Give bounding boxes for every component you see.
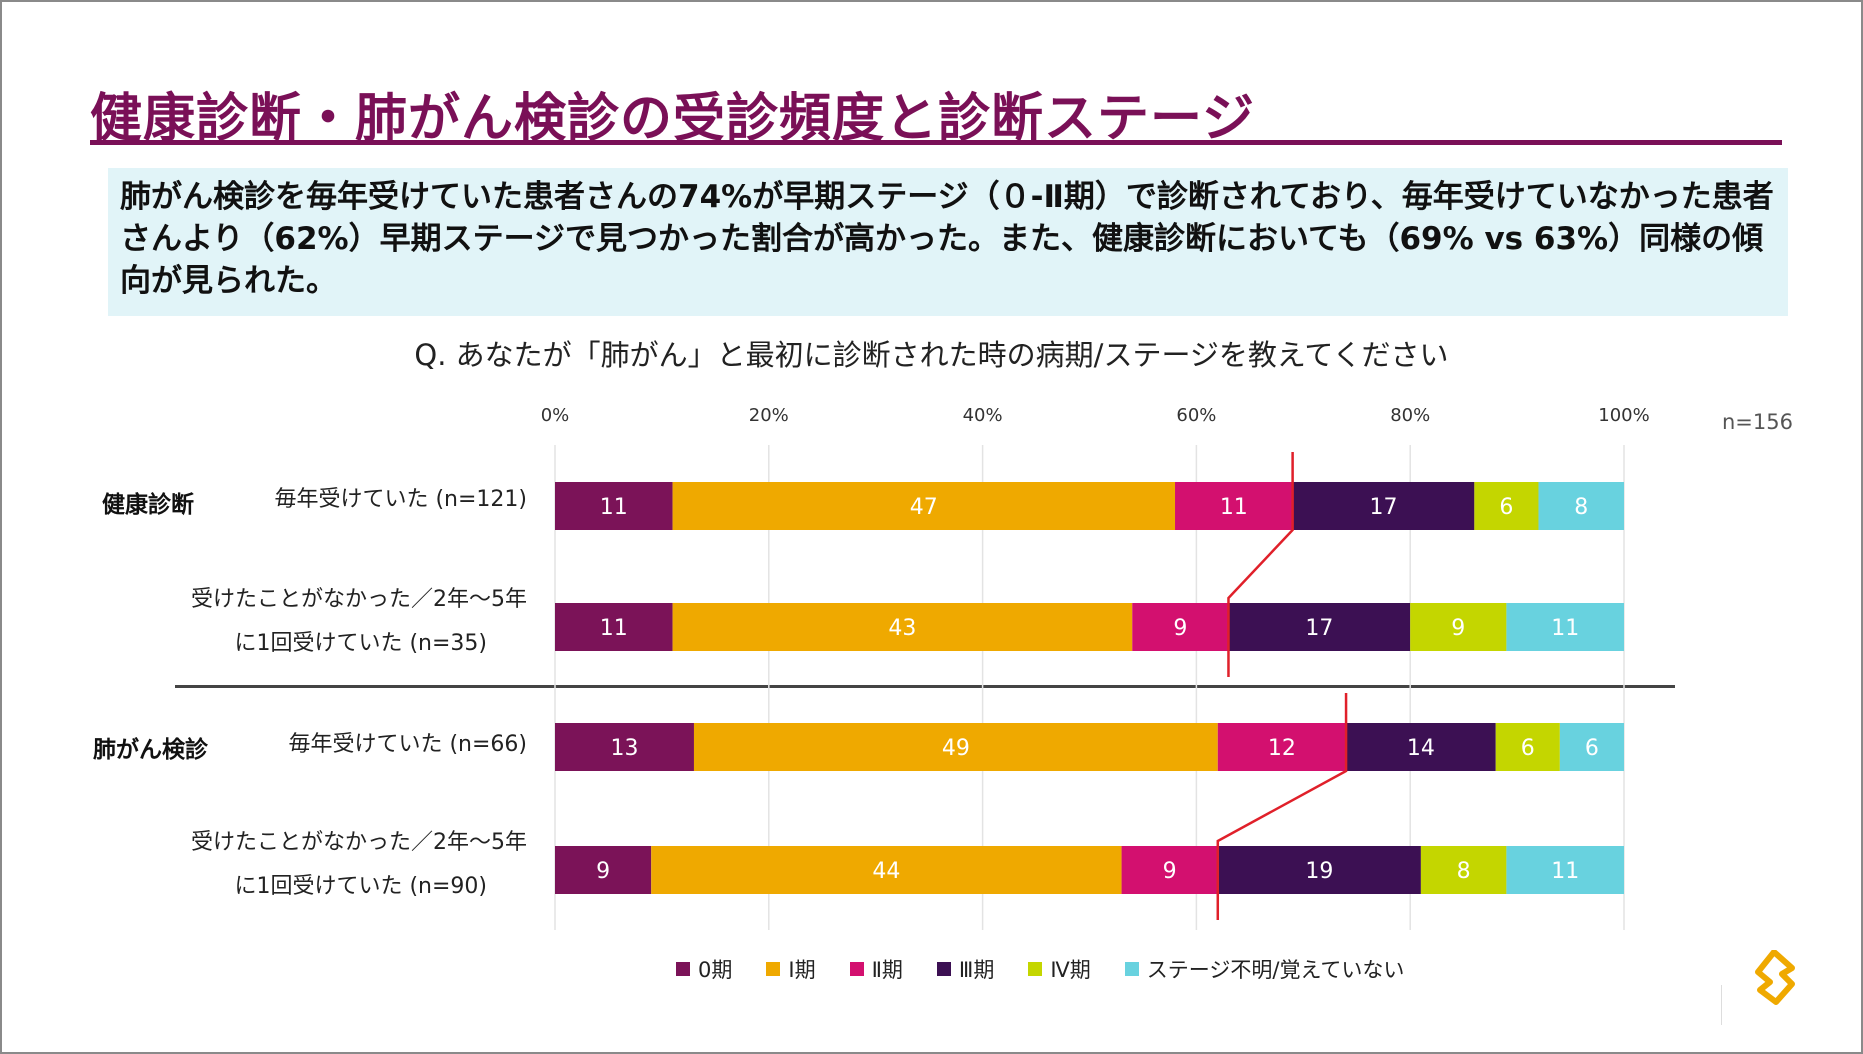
- data-label-r1-s3: 11: [1220, 495, 1248, 520]
- legend-label-6: ステージ不明/覚えていない: [1146, 958, 1405, 982]
- legend-label-2: Ⅰ期: [788, 958, 816, 982]
- bar-seg-r4-s3: [1121, 846, 1218, 894]
- row-label-4-line1: 受けたことがなかった／2年～5年: [191, 830, 527, 855]
- bar-seg-r3-s6: [1559, 723, 1624, 771]
- bar-seg-r4-s4: [1217, 846, 1421, 894]
- data-label-r4-s6: 11: [1551, 859, 1579, 884]
- data-label-r2-s1: 11: [600, 616, 628, 641]
- company-logo-icon: [1755, 950, 1795, 1005]
- bar-seg-r3-s3: [1217, 723, 1347, 771]
- bar-seg-r4-s6: [1506, 846, 1624, 894]
- data-label-r1-s6: 8: [1574, 495, 1588, 520]
- legend-label-1: 0期: [698, 958, 733, 982]
- legend-swatch-4: [936, 962, 951, 976]
- data-label-r1-s2: 47: [910, 495, 938, 520]
- data-label-r3-s5: 6: [1521, 736, 1535, 761]
- bar-seg-r2-s6: [1506, 603, 1624, 651]
- bar-seg-r4-s1: [555, 846, 652, 894]
- data-label-r3-s6: 6: [1585, 736, 1599, 761]
- legend-item-6: ステージ不明/覚えていない: [1124, 954, 1405, 984]
- legend-swatch-6: [1124, 962, 1139, 976]
- bar-seg-r1-s6: [1538, 482, 1624, 530]
- bar-seg-r2-s1: [555, 603, 673, 651]
- group-label-lung-screening: 肺がん検診: [93, 737, 208, 763]
- survey-question: Q. あなたが「肺がん」と最初に診断された時の病期/ステージを教えてください: [414, 338, 1449, 372]
- bar-seg-r2-s3: [1132, 603, 1229, 651]
- data-label-r4-s4: 19: [1305, 859, 1333, 884]
- data-label-r3-s3: 12: [1268, 736, 1296, 761]
- row-label-2-line1: 受けたことがなかった／2年～5年: [191, 587, 527, 612]
- legend-item-3: Ⅱ期: [849, 954, 903, 984]
- bar-seg-r4-s5: [1420, 846, 1507, 894]
- bar-seg-r2-s5: [1410, 603, 1507, 651]
- legend-item-2: Ⅰ期: [766, 954, 816, 984]
- title-underline: [90, 140, 1782, 145]
- data-label-r3-s1: 13: [610, 736, 638, 761]
- bar-seg-r1-s4: [1292, 482, 1475, 530]
- data-label-r4-s3: 9: [1163, 859, 1177, 884]
- bar-seg-r1-s5: [1474, 482, 1539, 530]
- data-label-r2-s4: 17: [1305, 616, 1333, 641]
- early-stage-connector-1: [1227, 452, 1294, 677]
- bar-seg-r2-s4: [1228, 603, 1411, 651]
- group-separator: [175, 685, 1675, 688]
- sample-size-label: n=156: [1722, 410, 1793, 434]
- x-tick-label-4: 80%: [1390, 405, 1430, 426]
- bar-seg-r2-s2: [672, 603, 1133, 651]
- data-label-r1-s4: 17: [1369, 495, 1397, 520]
- data-label-r2-s2: 43: [888, 616, 916, 641]
- x-tick-label-2: 40%: [963, 405, 1003, 426]
- data-label-r3-s4: 14: [1407, 736, 1435, 761]
- legend-swatch-1: [676, 962, 690, 976]
- chart-legend: 0期 Ⅰ期 Ⅱ期 Ⅲ期 Ⅳ期 ステージ不明/覚えていない: [676, 954, 1438, 984]
- summary-text: 肺がん検診を毎年受けていた患者さんの74%が早期ステージ（０-Ⅱ期）で診断されて…: [120, 179, 1774, 299]
- legend-label-5: Ⅳ期: [1050, 958, 1091, 982]
- data-label-r2-s5: 9: [1451, 616, 1465, 641]
- data-label-r4-s1: 9: [596, 859, 610, 884]
- x-tick-label-0: 0%: [541, 405, 570, 426]
- row-label-2-line2: に1回受けていた (n=35): [234, 631, 487, 656]
- legend-label-4: Ⅲ期: [958, 958, 995, 982]
- legend-swatch-3: [849, 962, 864, 976]
- legend-item-5: Ⅳ期: [1028, 954, 1091, 984]
- bar-seg-r3-s5: [1495, 723, 1560, 771]
- legend-item-4: Ⅲ期: [936, 954, 995, 984]
- data-label-r2-s3: 9: [1173, 616, 1187, 641]
- data-label-r2-s6: 11: [1551, 616, 1579, 641]
- x-tick-label-3: 60%: [1176, 405, 1216, 426]
- row-label-4-line2: に1回受けていた (n=90): [234, 874, 487, 899]
- page-title: 健康診断・肺がん検診の受診頻度と診断ステージ: [90, 89, 1255, 149]
- summary-box: 肺がん検診を毎年受けていた患者さんの74%が早期ステージ（０-Ⅱ期）で診断されて…: [108, 168, 1788, 316]
- early-stage-connector-2: [1216, 693, 1348, 920]
- legend-item-1: 0期: [676, 954, 732, 984]
- bar-seg-r4-s2: [651, 846, 1122, 894]
- data-label-r4-s2: 44: [872, 859, 900, 884]
- legend-swatch-2: [766, 962, 781, 976]
- x-tick-label-5: 100%: [1598, 405, 1649, 426]
- legend-swatch-5: [1028, 962, 1043, 976]
- data-label-r4-s5: 8: [1457, 859, 1471, 884]
- bar-seg-r3-s2: [693, 723, 1218, 771]
- data-label-r3-s2: 49: [942, 736, 970, 761]
- data-label-r1-s5: 6: [1499, 495, 1513, 520]
- row-label-3: 毎年受けていた (n=66): [288, 732, 527, 757]
- bar-seg-r1-s1: [555, 482, 673, 530]
- x-tick-label-1: 20%: [749, 405, 789, 426]
- bar-seg-r1-s2: [672, 482, 1176, 530]
- bar-seg-r1-s3: [1175, 482, 1293, 530]
- group-label-health-check: 健康診断: [102, 492, 194, 518]
- legend-label-3: Ⅱ期: [871, 958, 903, 982]
- data-label-r1-s1: 11: [600, 495, 628, 520]
- row-label-1: 毎年受けていた (n=121): [274, 487, 527, 512]
- bar-seg-r3-s4: [1346, 723, 1496, 771]
- footer-divider: [1721, 985, 1722, 1025]
- bar-seg-r3-s1: [555, 723, 694, 771]
